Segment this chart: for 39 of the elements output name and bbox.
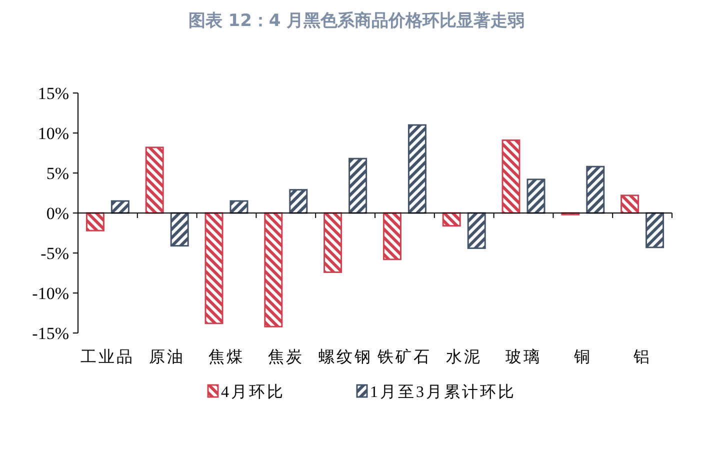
y-tick-label: 5% bbox=[46, 164, 69, 183]
bar bbox=[324, 212, 342, 273]
x-tick-label: 原油 bbox=[149, 348, 186, 366]
bar bbox=[526, 178, 546, 214]
bar bbox=[289, 189, 308, 214]
bar bbox=[502, 139, 520, 214]
y-tick-label: -5% bbox=[40, 244, 69, 263]
x-tick-label: 焦煤 bbox=[208, 348, 244, 366]
bar bbox=[204, 212, 224, 324]
y-tick-label: 15% bbox=[38, 84, 69, 103]
bar bbox=[646, 212, 664, 248]
bar bbox=[145, 146, 164, 214]
y-tick-label: 0% bbox=[46, 204, 69, 223]
bar bbox=[230, 200, 248, 214]
x-tick-label: 玻璃 bbox=[506, 348, 542, 366]
bar bbox=[382, 212, 402, 260]
x-tick-label: 螺纹钢 bbox=[318, 348, 372, 366]
legend-label: 4月环比 bbox=[221, 383, 285, 401]
bar bbox=[348, 158, 368, 214]
bar bbox=[170, 212, 189, 247]
y-tick-label: 10% bbox=[38, 124, 69, 143]
x-tick-label: 铝 bbox=[632, 349, 652, 366]
x-tick-label: 铁矿石 bbox=[376, 348, 432, 366]
bar bbox=[467, 212, 486, 249]
x-tick-label: 焦炭 bbox=[268, 348, 304, 366]
bar bbox=[264, 212, 283, 328]
bar bbox=[442, 212, 461, 227]
y-tick-label: -10% bbox=[32, 284, 69, 303]
bar bbox=[86, 212, 104, 232]
bar bbox=[620, 194, 640, 214]
bar bbox=[110, 200, 130, 214]
bar bbox=[408, 124, 426, 214]
y-tick-label: -15% bbox=[32, 324, 69, 343]
legend-label: 1月至3月累计环比 bbox=[370, 383, 516, 401]
bar bbox=[586, 166, 605, 214]
x-tick-label: 铜 bbox=[572, 349, 592, 366]
x-tick-label: 工业品 bbox=[80, 348, 135, 366]
chart-title: 图表 12：4 月黑色系商品价格环比显著走弱 bbox=[188, 11, 525, 31]
x-tick-label: 水泥 bbox=[446, 348, 482, 366]
